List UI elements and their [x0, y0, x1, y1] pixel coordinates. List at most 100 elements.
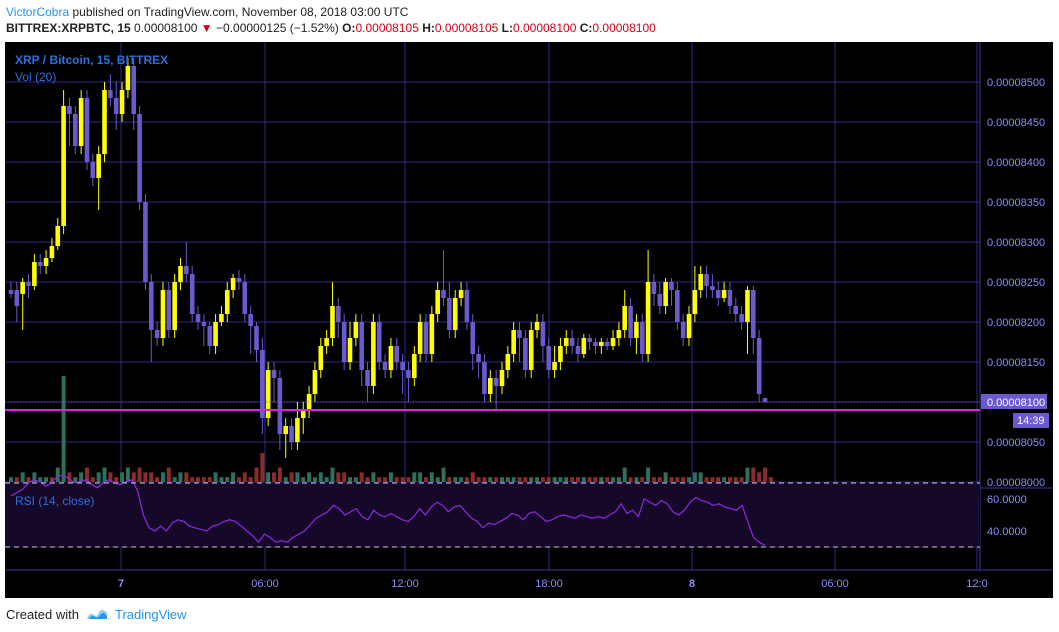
candle-body [137, 114, 142, 202]
volume-bar [716, 477, 721, 482]
volume-bar [160, 472, 165, 482]
time-tick-label: 18:00 [535, 578, 563, 590]
volume-bar [201, 477, 206, 482]
quote-line: BITTREX:XRPBTC, 15 0.00008100 ▼ −0.00000… [6, 20, 1051, 36]
volume-bar [710, 477, 715, 482]
volume-bar [348, 477, 353, 482]
volume-bar [564, 477, 569, 482]
candle-body [201, 322, 207, 326]
volume-bar [219, 477, 224, 482]
volume-bar [283, 477, 288, 482]
time-axis[interactable]: 7 06:00 12:00 18:00 8 06:00 12:0 [118, 578, 988, 590]
volume-bar [166, 467, 171, 482]
volume-bar [125, 467, 130, 482]
last-price-value: 0.00008100 [987, 397, 1045, 409]
candle-body [698, 274, 704, 290]
open-label: O: [342, 21, 356, 35]
candle-body [271, 370, 277, 378]
volume-bar [505, 477, 510, 482]
candle-body [517, 330, 522, 338]
volume-bar [377, 477, 382, 482]
volume-bar [605, 477, 610, 482]
price-chart[interactable]: 0.00008500 0.00008450 0.00008400 0.00008350… [5, 42, 1053, 598]
candle-body [686, 314, 692, 338]
candle-body [318, 346, 324, 370]
candle-body [751, 290, 756, 338]
volume-bar [692, 472, 697, 482]
volume-bar [73, 477, 78, 482]
volume-bar [277, 467, 282, 482]
candle-body [300, 410, 306, 418]
volume-bar [470, 472, 475, 482]
low-value: 0.00008100 [512, 21, 577, 35]
volume-bar [137, 467, 142, 482]
volume-bar [143, 472, 148, 482]
price-change: −0.00000125 (−1.52%) [216, 21, 339, 35]
candle-body [639, 322, 645, 354]
candle-body [236, 278, 242, 282]
volume-bar [353, 477, 358, 482]
candle-body [67, 106, 72, 114]
volume-bar [225, 477, 230, 482]
candle-body [400, 362, 405, 370]
open-value: 0.00008105 [355, 21, 419, 35]
last-price: 0.00008100 [134, 21, 198, 35]
candle-body [102, 90, 107, 154]
candle-body [189, 274, 195, 314]
time-tick-label: 12:0 [966, 578, 987, 590]
candle-body [599, 342, 604, 346]
candle-body [458, 290, 464, 298]
volume-bar [733, 477, 738, 482]
volume-bar [418, 472, 423, 482]
volume-bar [599, 477, 604, 482]
chart-area[interactable]: 0.00008500 0.00008450 0.00008400 0.00008350… [5, 42, 1053, 598]
candle-body [96, 154, 101, 178]
volume-bar [698, 472, 703, 482]
volume-bar [79, 472, 84, 482]
last-price-tag: 0.00008100 14:39 [981, 394, 1049, 428]
candle-body [207, 326, 213, 346]
tradingview-brand: TradingView [114, 606, 187, 622]
volume-bar [488, 477, 493, 482]
volume-bar [312, 477, 317, 482]
volume-bar [727, 477, 732, 482]
candle-body [184, 266, 189, 274]
candle-body [37, 262, 43, 266]
candle-body [219, 314, 224, 322]
publish-info: published on TradingView.com, November 0… [69, 5, 409, 19]
volume-bar [540, 477, 545, 482]
legend-rsi: RSI (14, close) [15, 494, 94, 508]
legend-volume: Vol (20) [15, 70, 56, 84]
candle-body [394, 346, 400, 362]
price-tick-label: 0.00008150 [987, 357, 1045, 369]
volume-bar [90, 477, 95, 482]
author-link[interactable]: VictorCobra [6, 5, 70, 19]
level-lines [5, 401, 980, 548]
candle-body [505, 354, 511, 370]
volume-bar [459, 477, 464, 482]
candle-body [143, 202, 148, 282]
volume-bar [646, 467, 651, 482]
volume-bar [236, 477, 241, 482]
volume-bar [587, 477, 592, 482]
volume-bar [330, 467, 335, 482]
candle-body [382, 362, 388, 370]
volume-bar [190, 477, 195, 482]
candle-body [739, 314, 744, 322]
candle-body [441, 290, 446, 298]
candle-body [131, 66, 137, 114]
volume-bar [464, 477, 469, 482]
candle-body [482, 362, 487, 394]
bar-countdown: 14:39 [1017, 415, 1045, 427]
tradingview-link[interactable]: TradingView [85, 607, 187, 622]
volume-bar [254, 467, 259, 482]
volume-bar [745, 467, 750, 482]
volume-bar [32, 472, 37, 482]
candle-body [72, 114, 78, 146]
footer: Created with TradingView [6, 604, 187, 624]
candle-body [365, 370, 370, 386]
volume-bar [324, 477, 329, 482]
candle-body [715, 290, 721, 298]
candle-body [429, 314, 435, 354]
volume-bar [120, 472, 125, 482]
